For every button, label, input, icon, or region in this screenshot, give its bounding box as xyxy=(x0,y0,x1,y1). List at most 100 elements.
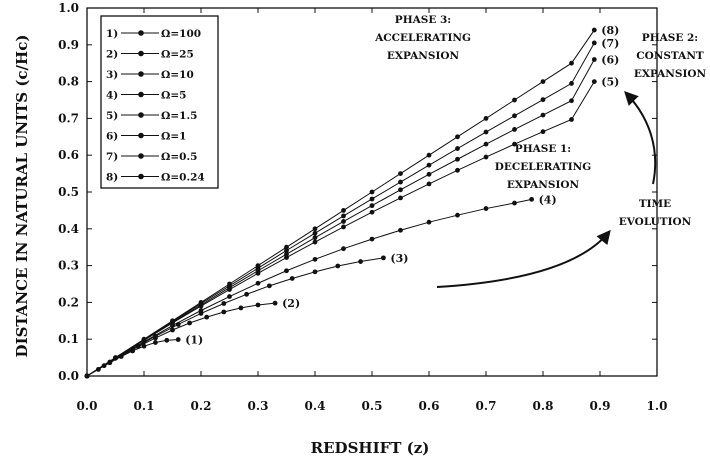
phase3-annotation: PHASE 3: ACCELERATING EXPANSION xyxy=(374,14,471,62)
data-point xyxy=(164,337,170,343)
series-end-label: (8) xyxy=(601,24,619,37)
legend-marker xyxy=(138,132,144,139)
x-tick-label: 1.0 xyxy=(647,399,668,413)
data-point xyxy=(483,154,489,160)
legend-item: 6) Ω=1 xyxy=(106,131,186,143)
series-line xyxy=(86,302,276,377)
x-tick-label: 0.8 xyxy=(533,399,554,413)
series-8: (8) xyxy=(84,24,619,379)
data-point xyxy=(289,276,295,281)
data-point xyxy=(540,97,546,103)
legend-marker xyxy=(138,30,144,36)
y-tick-label: 0.4 xyxy=(58,222,79,236)
data-point xyxy=(198,308,204,313)
data-point xyxy=(512,141,517,147)
data-point xyxy=(455,156,460,162)
time-arrow-upper xyxy=(624,90,657,185)
data-point xyxy=(369,196,375,202)
data-point xyxy=(483,129,489,135)
data-point xyxy=(312,269,318,275)
legend-item-number: 5) xyxy=(106,110,118,122)
legend-marker xyxy=(138,153,144,159)
data-point xyxy=(591,27,597,33)
phase2-annotation: PHASE 2: CONSTANT EXPANSION xyxy=(634,32,707,80)
data-point xyxy=(426,162,432,168)
legend-item-number: 3) xyxy=(106,69,118,81)
data-point xyxy=(272,300,278,306)
data-point xyxy=(591,40,597,46)
y-tick-label: 0.6 xyxy=(58,148,79,162)
x-tick-label: 0.1 xyxy=(134,399,155,413)
legend-box xyxy=(100,15,219,189)
series-4: (4) xyxy=(84,193,557,379)
legend-item-label: Ω=10 xyxy=(161,69,194,81)
data-point xyxy=(284,244,289,250)
data-point xyxy=(284,255,289,260)
axes: 0.0 0.1 0.2 0.3 0.4 0.5 0.6 0.7 0.8 0.9 1.0 0.0 0.1 0… xyxy=(58,1,667,413)
data-point xyxy=(569,98,574,104)
phase1-annotation-line: DECELERATING xyxy=(495,161,591,173)
legend-item: 4) Ω=5 xyxy=(106,90,186,102)
data-point xyxy=(369,189,375,195)
legend-marker xyxy=(138,173,144,180)
data-point xyxy=(455,146,460,151)
data-point xyxy=(312,226,318,232)
legend-item-number: 4) xyxy=(106,90,118,102)
time-evolution-annotation-line: TIME xyxy=(639,198,671,210)
y-tick-label: 0.2 xyxy=(58,295,79,309)
phase2-annotation-line: EXPANSION xyxy=(634,68,707,80)
data-point xyxy=(426,181,432,187)
x-tick-label: 0.3 xyxy=(248,399,269,413)
x-tick-label: 0.5 xyxy=(362,399,383,413)
data-point xyxy=(312,256,318,262)
phase3-annotation-line: PHASE 3: xyxy=(395,14,451,26)
data-point xyxy=(341,219,346,224)
legend-item-number: 8) xyxy=(106,172,118,184)
data-point xyxy=(483,206,489,211)
x-tick-label: 0.6 xyxy=(419,399,440,413)
data-point xyxy=(398,195,403,201)
data-point xyxy=(198,300,204,305)
data-point xyxy=(512,127,517,132)
series-end-label: (7) xyxy=(601,37,619,50)
annotations: PHASE 3: ACCELERATING EXPANSION PHASE 2: CON… xyxy=(374,14,707,288)
y-tick-label: 0.1 xyxy=(58,332,79,346)
legend-item: 8) Ω=0.24 xyxy=(106,172,205,184)
data-point xyxy=(238,305,244,311)
legend-item-number: 7) xyxy=(106,151,118,163)
data-point xyxy=(591,79,597,84)
data-point xyxy=(398,171,403,177)
legend-item-number: 2) xyxy=(106,49,118,61)
data-point xyxy=(221,301,227,306)
data-point xyxy=(284,248,289,253)
data-point xyxy=(512,97,517,103)
chart-marks: (1) (2) (3) (4) (5) (6) (7)(8) xyxy=(84,24,619,379)
legend-item: 2) Ω=25 xyxy=(106,49,194,61)
y-axis-title: DISTANCE IN NATURAL UNITS (c/Hc) xyxy=(13,35,31,358)
data-point xyxy=(398,179,403,185)
data-point xyxy=(84,373,90,379)
x-axis-title: REDSHIFT (z) xyxy=(311,439,430,457)
data-point xyxy=(341,208,346,213)
data-point xyxy=(426,171,432,177)
data-point xyxy=(255,302,261,308)
legend-marker xyxy=(138,91,144,98)
legend-item: 3) Ω=10 xyxy=(106,69,194,81)
legend-item-label: Ω=0.5 xyxy=(161,151,197,163)
x-tick-label: 0.2 xyxy=(191,399,212,413)
data-point xyxy=(141,343,147,349)
data-point xyxy=(255,263,261,268)
data-point xyxy=(341,246,346,252)
legend-item-label: Ω=0.24 xyxy=(161,172,205,184)
data-point xyxy=(512,200,517,206)
data-point xyxy=(369,236,375,242)
data-point xyxy=(153,340,158,345)
data-point xyxy=(312,230,318,236)
x-tick-label: 0.4 xyxy=(305,399,326,413)
legend-item-label: Ω=1 xyxy=(161,131,186,143)
legend-item-label: Ω=100 xyxy=(161,28,201,40)
series-end-label: (1) xyxy=(185,334,203,347)
data-point xyxy=(255,280,261,286)
legend-item: 5) Ω=1.5 xyxy=(106,110,197,122)
